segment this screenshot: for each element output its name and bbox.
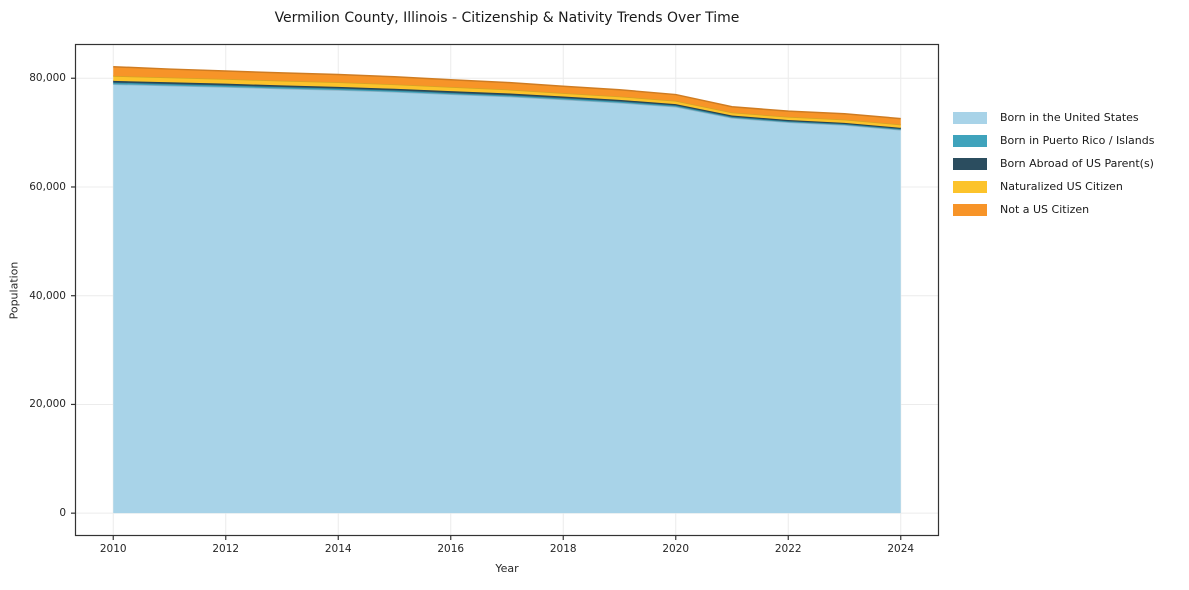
area-band (113, 84, 901, 514)
area-band (113, 75, 901, 128)
y-tick-label: 40,000 (29, 289, 66, 302)
legend-item: Born Abroad of US Parent(s) (953, 152, 1154, 175)
legend: Born in the United States Born in Puerto … (953, 106, 1154, 221)
x-axis-label: Year (495, 562, 519, 575)
legend-swatch-icon (953, 180, 987, 193)
x-tick-label: 2010 (99, 543, 127, 555)
legend-swatch-icon (953, 111, 987, 124)
x-tick-label: 2020 (662, 543, 690, 555)
legend-swatch-icon (953, 203, 987, 216)
x-tick-label: 2014 (324, 543, 352, 555)
area-band-edge (113, 65, 901, 120)
legend-item: Born in the United States (953, 106, 1154, 129)
legend-label: Not a US Citizen (1000, 203, 1090, 216)
legend-label: Born in Puerto Rico / Islands (1000, 134, 1155, 147)
x-tick-label: 2018 (549, 543, 577, 555)
y-tick-label: 0 (59, 507, 66, 520)
x-tick-label: 2012 (212, 543, 240, 555)
y-tick-label: 80,000 (29, 72, 66, 85)
legend-item: Naturalized US Citizen (953, 175, 1154, 198)
x-tick-label: 2016 (437, 543, 465, 555)
plot-border (74, 43, 940, 537)
x-tick-label: 2022 (774, 543, 802, 555)
y-tick-label: 20,000 (29, 398, 66, 411)
legend-label: Born Abroad of US Parent(s) (1000, 157, 1154, 170)
legend-label: Naturalized US Citizen (1000, 180, 1123, 193)
x-tick-label: 2024 (887, 543, 915, 555)
chart-title: Vermilion County, Illinois - Citizenship… (274, 10, 740, 26)
legend-swatch-icon (953, 134, 987, 147)
legend-item: Born in Puerto Rico / Islands (953, 129, 1154, 152)
y-tick-label: 60,000 (29, 180, 66, 193)
legend-label: Born in the United States (1000, 111, 1139, 124)
area-band (113, 66, 901, 125)
legend-swatch-icon (953, 157, 987, 170)
legend-item: Not a US Citizen (953, 198, 1154, 221)
